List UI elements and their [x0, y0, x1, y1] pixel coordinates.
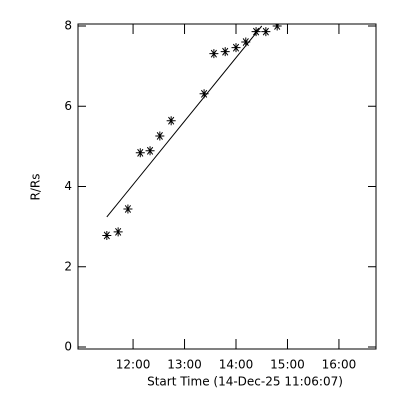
star-stroke: [123, 204, 133, 214]
star-marker: [241, 37, 251, 47]
y-tick-label: 8: [64, 19, 72, 33]
star-marker: [113, 227, 123, 237]
star-marker: [261, 27, 271, 37]
star-stroke: [209, 49, 219, 59]
star-marker: [220, 47, 230, 57]
star-marker: [166, 116, 176, 126]
x-tick-label: 12:00: [116, 358, 151, 372]
star-marker: [145, 146, 155, 156]
star-marker: [251, 27, 261, 37]
star-stroke: [241, 37, 251, 47]
y-tick-label: 2: [64, 259, 72, 273]
star-stroke: [102, 230, 112, 240]
x-tick-label: 14:00: [219, 358, 254, 372]
star-stroke: [231, 43, 241, 53]
star-marker: [199, 89, 209, 99]
x-tick-label: 16:00: [322, 358, 357, 372]
star-marker: [102, 230, 112, 240]
star-stroke: [220, 47, 230, 57]
star-stroke: [166, 116, 176, 126]
fit-line: [106, 25, 263, 218]
y-tick-label: 6: [64, 99, 72, 113]
star-marker: [135, 148, 145, 158]
star-marker: [155, 131, 165, 141]
star-stroke: [251, 27, 261, 37]
star-stroke: [199, 89, 209, 99]
plot-frame: [77, 23, 377, 350]
star-stroke: [261, 27, 271, 37]
star-stroke: [113, 227, 123, 237]
star-stroke: [135, 148, 145, 158]
star-stroke: [155, 131, 165, 141]
star-stroke: [272, 24, 282, 31]
y-tick-label: 0: [64, 340, 72, 354]
x-tick-label: 15:00: [270, 358, 305, 372]
star-marker: [123, 204, 133, 214]
x-tick-label: 13:00: [167, 358, 202, 372]
star-marker: [209, 49, 219, 59]
star-marker: [231, 43, 241, 53]
x-axis-label: Start Time (14-Dec-25 11:06:07): [147, 375, 343, 389]
star-marker: [272, 24, 282, 31]
y-tick-label: 4: [64, 179, 72, 193]
star-stroke: [145, 146, 155, 156]
y-axis-label: R/Rs: [29, 174, 43, 201]
